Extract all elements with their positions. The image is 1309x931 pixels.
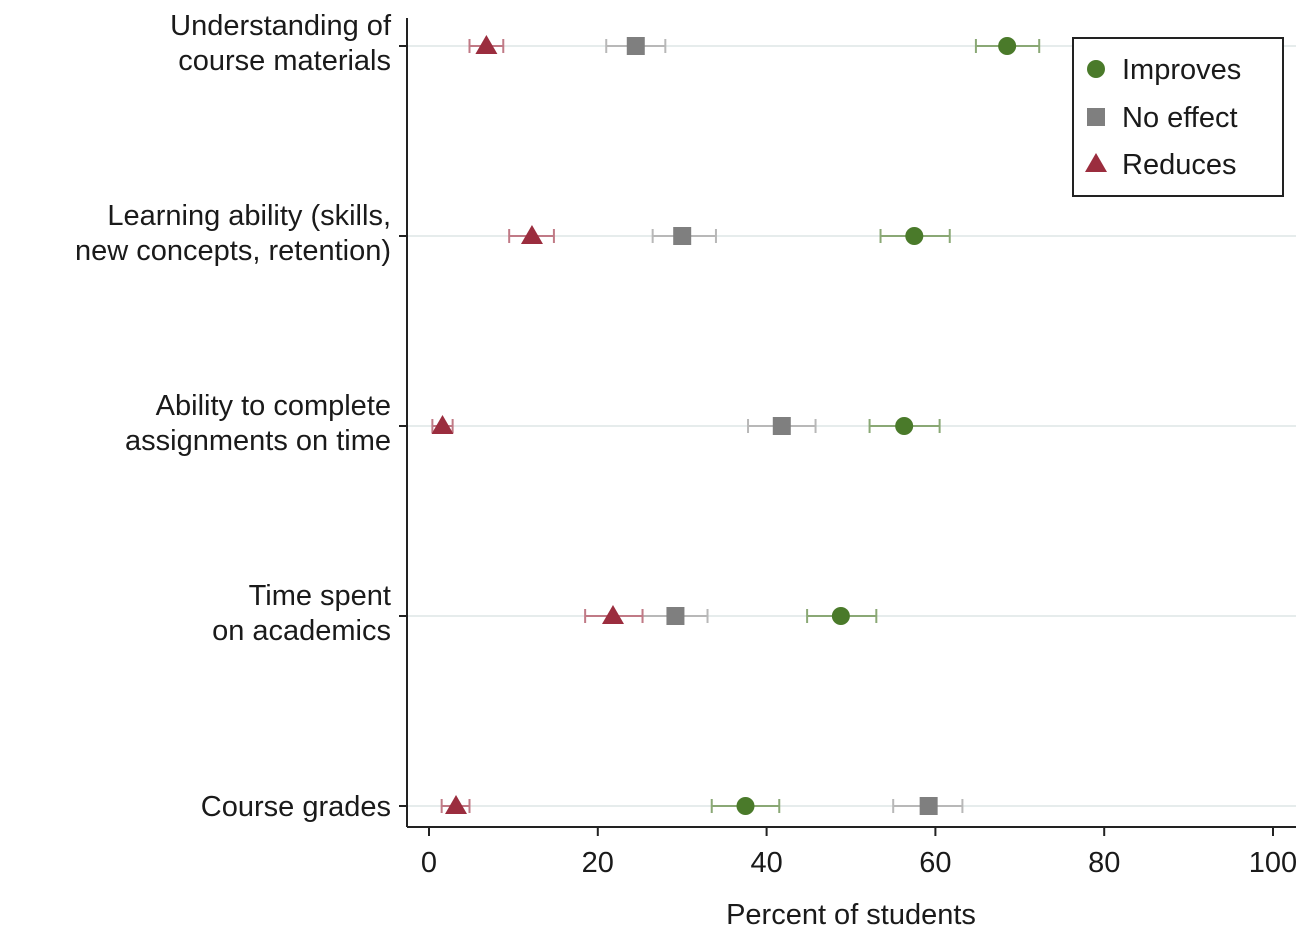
x-axis-label: Percent of students (726, 899, 976, 931)
category-label-0-line-0: Understanding of (170, 10, 392, 42)
x-tick-label-1: 20 (582, 847, 614, 879)
reduces-point-4 (445, 795, 468, 814)
legend-label-reduces: Reduces (1122, 149, 1236, 181)
no-effect-point-1 (673, 227, 692, 245)
reduces-point-2 (431, 415, 454, 434)
no-effect-point-0 (626, 37, 645, 55)
legend-marker-improves (1087, 60, 1105, 78)
category-label-2-line-1: assignments on time (125, 425, 391, 457)
reduces-point-0 (475, 35, 498, 54)
improves-point-2 (895, 417, 914, 435)
category-label-3-line-0: Time spent (249, 580, 391, 612)
reduces-point-3 (601, 605, 624, 624)
x-tick-label-3: 60 (919, 847, 951, 879)
legend: Improves No effect Reduces (1072, 37, 1284, 197)
category-label-0-line-1: course materials (178, 45, 391, 77)
category-label-1-line-1: new concepts, retention) (75, 235, 391, 267)
legend-label-no-effect: No effect (1122, 102, 1238, 134)
improves-point-0 (998, 37, 1017, 55)
x-tick-label-0: 0 (421, 847, 437, 879)
x-tick-label-5: 100 (1249, 847, 1297, 879)
legend-marker-reduces (1085, 153, 1107, 172)
legend-box (1072, 37, 1284, 197)
improves-point-1 (905, 227, 924, 245)
x-tick-label-2: 40 (750, 847, 782, 879)
legend-label-improves: Improves (1122, 54, 1241, 86)
category-label-3-line-1: on academics (212, 615, 391, 647)
marks-layer (431, 35, 1041, 815)
legend-marker-no-effect (1087, 108, 1105, 126)
improves-point-4 (736, 797, 755, 815)
x-tick-label-4: 80 (1088, 847, 1120, 879)
improves-point-3 (831, 607, 850, 625)
no-effect-point-4 (919, 797, 938, 815)
category-label-4-line-0: Course grades (201, 791, 391, 823)
no-effect-point-2 (772, 417, 791, 435)
no-effect-point-3 (666, 607, 685, 625)
category-label-1-line-0: Learning ability (skills, (107, 200, 391, 232)
category-label-2-line-0: Ability to complete (156, 390, 391, 422)
reduces-point-1 (520, 225, 543, 244)
